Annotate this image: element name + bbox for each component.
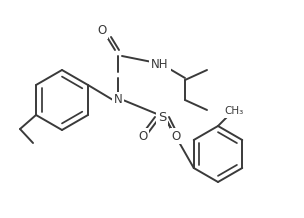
Text: O: O <box>171 129 181 143</box>
Text: O: O <box>97 24 107 37</box>
Text: S: S <box>158 111 166 124</box>
Text: O: O <box>138 129 148 143</box>
Text: NH: NH <box>151 58 169 72</box>
Text: N: N <box>114 94 123 107</box>
Text: CH₃: CH₃ <box>224 106 244 116</box>
